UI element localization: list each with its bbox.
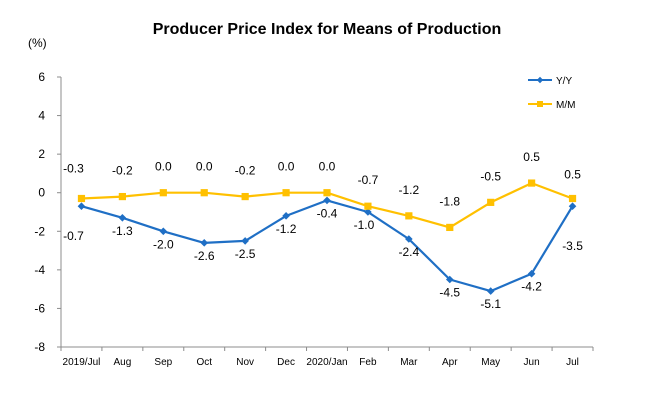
x-tick-label: Nov [236, 357, 254, 368]
data-label: -0.3 [63, 162, 84, 176]
legend-marker [537, 101, 543, 107]
series-m-m [77, 179, 577, 232]
data-point [323, 196, 331, 205]
data-point [159, 189, 167, 197]
data-label: -2.4 [399, 245, 420, 259]
data-point [364, 202, 372, 210]
x-tick-label: Oct [196, 357, 212, 368]
chart-title: Producer Price Index for Means of Produc… [153, 21, 502, 38]
data-point [200, 239, 209, 247]
data-point [241, 237, 249, 245]
data-label: -1.2 [276, 222, 297, 236]
legend: Y/Y M/M [528, 76, 575, 111]
data-label: -4.2 [521, 280, 542, 294]
y-tick-label: 2 [38, 147, 45, 161]
y-tick-label: -8 [34, 340, 45, 354]
data-label: -3.5 [562, 239, 583, 253]
data-point [200, 189, 208, 197]
data-label: -0.5 [480, 169, 501, 183]
data-point [405, 212, 413, 220]
data-point [118, 213, 127, 222]
x-tick-label: Apr [442, 357, 458, 368]
data-point [487, 198, 495, 206]
data-point [528, 179, 536, 187]
data-label: -5.1 [480, 297, 501, 311]
data-label: -0.7 [358, 173, 379, 187]
data-point [77, 202, 86, 211]
x-tick-label: 2020/Jan [306, 357, 347, 368]
data-label: -1.8 [439, 194, 460, 208]
y-tick-label: 6 [38, 70, 45, 84]
y-tick-label: 0 [38, 186, 45, 200]
data-point [445, 275, 454, 284]
data-point [568, 202, 577, 211]
data-label: 0.5 [564, 168, 581, 182]
data-point [527, 269, 536, 278]
data-label: 0.0 [196, 160, 213, 174]
data-point [323, 189, 331, 197]
y-tick-label: -4 [34, 263, 45, 277]
axes [57, 76, 594, 351]
y-tick-label: 4 [38, 109, 45, 123]
legend-label: M/M [556, 100, 575, 111]
data-label: 0.0 [319, 160, 336, 174]
data-label: 0.0 [278, 160, 295, 174]
series-y-y [77, 196, 577, 295]
data-point [446, 223, 454, 232]
data-label: -4.5 [439, 286, 460, 300]
data-label: -0.2 [112, 164, 133, 178]
x-tick-label: Aug [113, 357, 131, 368]
legend-item: Y/Y [528, 76, 572, 87]
x-tick-label: May [481, 357, 500, 368]
x-tick-label: Dec [277, 357, 295, 368]
data-label: -0.2 [235, 164, 256, 178]
data-label: -1.2 [399, 183, 420, 197]
data-labels: -0.7 -1.3 -2.0 -2.6 -2.5 -1.2 -0.4 -1.0 -2.4 -4.5… [63, 150, 583, 311]
x-tick-label: Mar [400, 357, 418, 368]
data-label: 0.0 [155, 160, 172, 174]
x-tick-label: Jun [524, 357, 540, 368]
legend-label: Y/Y [556, 76, 572, 87]
x-tick-labels: 2019/Jul Aug Sep Oct Nov Dec 2020/Jan Feb Mar Apr… [63, 357, 579, 368]
legend-item: M/M [528, 100, 575, 111]
data-point [118, 192, 126, 201]
y-tick-label: -2 [34, 224, 45, 238]
data-label: -1.3 [112, 224, 133, 238]
data-point [77, 194, 86, 203]
data-point [282, 212, 290, 220]
x-tick-label: 2019/Jul [63, 357, 101, 368]
data-point [282, 189, 290, 197]
y-tick-label: -6 [34, 301, 45, 315]
x-tick-label: Feb [359, 357, 377, 368]
data-label: -1.0 [354, 218, 375, 232]
series-group [77, 179, 577, 295]
data-point [159, 227, 168, 236]
y-tick-labels: 6 4 2 0 -2 -4 -6 -8 [34, 70, 45, 354]
x-tick-label: Jul [566, 357, 579, 368]
data-point [486, 287, 495, 295]
data-label: -2.0 [153, 237, 174, 251]
data-point [568, 194, 577, 203]
legend-marker [536, 76, 544, 84]
x-tick-label: Sep [154, 357, 172, 368]
data-label: 0.5 [523, 150, 540, 164]
data-label: -2.5 [235, 247, 256, 261]
data-label: -2.6 [194, 249, 215, 263]
data-point [405, 235, 413, 243]
data-label: -0.7 [63, 229, 84, 243]
y-unit-label: (%) [28, 36, 47, 50]
data-point [364, 208, 372, 216]
data-label: -0.4 [317, 206, 338, 220]
data-point [241, 192, 249, 201]
